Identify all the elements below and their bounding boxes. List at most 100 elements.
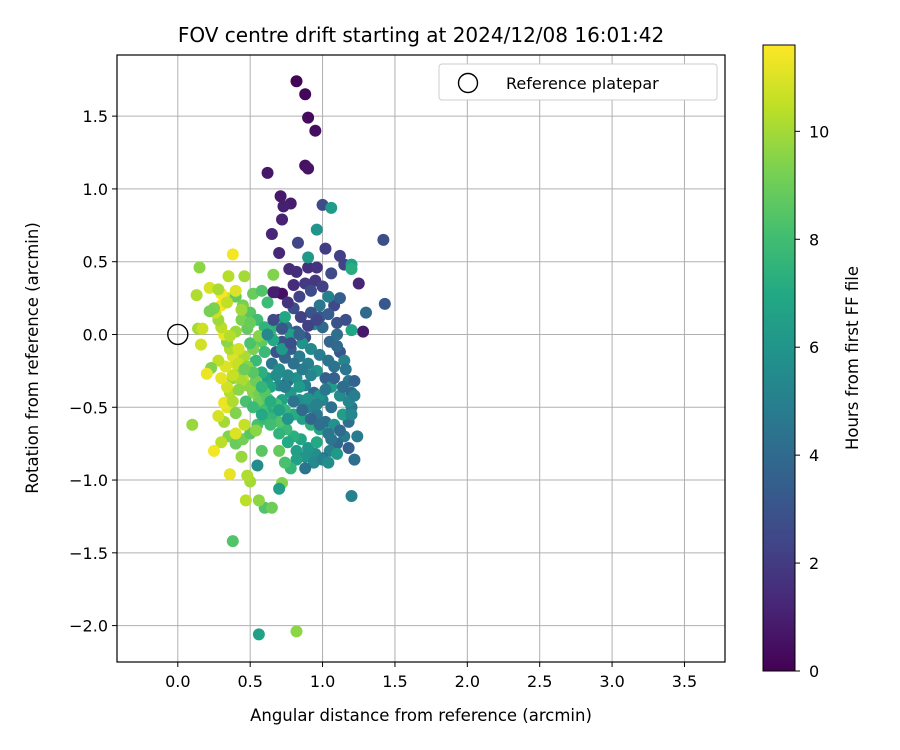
data-point [293, 328, 306, 341]
data-point [331, 447, 344, 460]
data-point [352, 277, 365, 290]
data-point [325, 267, 338, 280]
data-point [290, 625, 303, 638]
data-point [299, 462, 312, 475]
data-point [252, 494, 265, 507]
data-point [261, 166, 274, 179]
data-point [255, 408, 268, 421]
data-point [284, 337, 297, 350]
data-point [265, 228, 278, 241]
data-point [348, 375, 361, 388]
data-point [291, 236, 304, 249]
data-point [232, 343, 245, 356]
data-point [296, 363, 309, 376]
data-point [226, 369, 239, 382]
data-point [229, 407, 242, 420]
colorbar: 0 2 4 6 8 10 Hours from first FF file [762, 44, 862, 681]
grid [117, 55, 725, 662]
data-point [304, 343, 317, 356]
reference-marker-layer [167, 323, 189, 346]
data-point [186, 418, 199, 431]
colorbar-gradient [762, 44, 796, 672]
data-point [221, 380, 234, 393]
data-point [276, 213, 289, 226]
data-point [226, 395, 239, 408]
data-point [290, 75, 303, 88]
data-point [278, 380, 291, 393]
data-point [319, 383, 332, 396]
data-point [270, 369, 283, 382]
data-point [304, 412, 317, 425]
data-point [276, 343, 289, 356]
data-point [345, 408, 358, 421]
data-point [310, 313, 323, 326]
data-point [232, 383, 245, 396]
data-point [222, 270, 235, 283]
data-point [223, 468, 236, 481]
data-point [238, 418, 251, 431]
data-point [264, 395, 277, 408]
data-point [287, 357, 300, 370]
y-tick-label: 1.5 [83, 107, 108, 126]
data-point [267, 268, 280, 281]
colorbar-label: Hours from first FF file [843, 266, 862, 450]
x-tick-label: 0.5 [237, 672, 262, 691]
colorbar-tick-label: 0 [809, 662, 819, 681]
data-point [238, 270, 251, 283]
data-point [284, 328, 297, 341]
y-tick-label: −1.5 [69, 544, 108, 563]
data-point [310, 223, 323, 236]
y-tick-label: 1.0 [83, 180, 108, 199]
y-axis-ticks: 1.5 1.0 0.5 0.0 −0.5 −1.0 −1.5 −2.0 [69, 107, 117, 636]
data-point [207, 444, 220, 457]
data-point [265, 501, 278, 514]
points-layer [186, 75, 391, 641]
data-point [310, 436, 323, 449]
data-point [377, 233, 390, 246]
y-tick-label: −2.0 [69, 617, 108, 636]
colorbar-tick-label: 6 [809, 338, 819, 357]
y-tick-label: −0.5 [69, 398, 108, 417]
data-point [196, 322, 209, 335]
data-point [258, 345, 271, 358]
data-point [310, 261, 323, 274]
x-tick-label: 1.0 [310, 672, 335, 691]
legend: Reference platepar [438, 63, 718, 101]
data-point [331, 340, 344, 353]
data-point [273, 404, 286, 417]
data-point [319, 242, 332, 255]
data-point [221, 296, 234, 309]
data-point [190, 289, 203, 302]
data-point [281, 296, 294, 309]
data-point [244, 316, 257, 329]
reference-platepar-marker [167, 323, 189, 346]
data-point [293, 380, 306, 393]
data-point [313, 418, 326, 431]
data-point [274, 190, 287, 203]
data-point [302, 319, 315, 332]
x-tick-label: 1.5 [382, 672, 407, 691]
data-point [293, 290, 306, 303]
x-axis-ticks: 0.0 0.5 1.0 1.5 2.0 2.5 3.0 3.5 [165, 662, 697, 691]
data-point [200, 367, 213, 380]
data-point [261, 328, 274, 341]
data-point [255, 366, 268, 379]
data-point [309, 124, 322, 137]
data-point [247, 401, 260, 414]
data-point [194, 338, 207, 351]
plot-frame [116, 54, 726, 663]
data-point [203, 305, 216, 318]
data-point [193, 261, 206, 274]
x-axis-label: Angular distance from reference (arcmin) [250, 706, 592, 725]
data-point [345, 324, 358, 337]
data-point [316, 280, 329, 293]
data-point [287, 278, 300, 291]
data-point [325, 401, 338, 414]
data-point [255, 284, 268, 297]
data-point [378, 297, 391, 310]
data-point [235, 450, 248, 463]
data-point [322, 290, 335, 303]
data-point [333, 292, 346, 305]
data-point [319, 372, 332, 385]
colorbar-tick-label: 8 [809, 230, 819, 249]
